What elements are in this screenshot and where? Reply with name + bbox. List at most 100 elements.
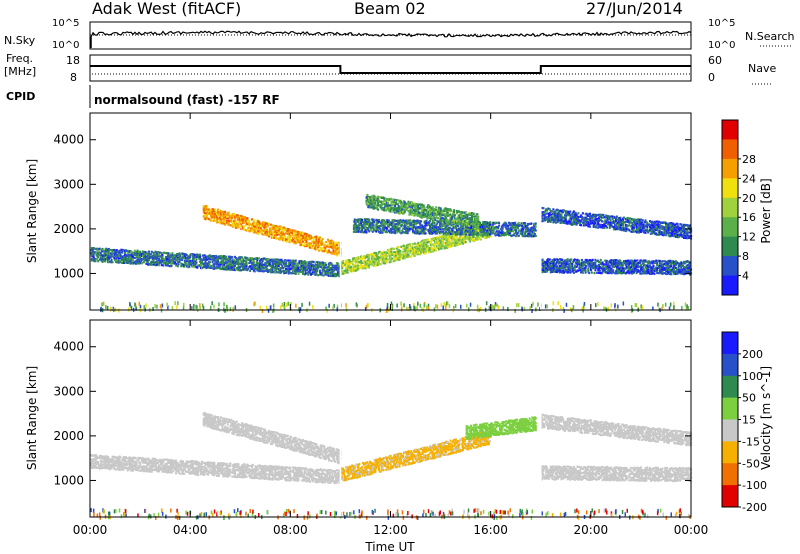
range-gate-cell bbox=[472, 235, 475, 238]
range-gate-cell bbox=[379, 231, 382, 234]
range-gate-cell bbox=[408, 221, 411, 225]
range-gate-cell bbox=[609, 221, 612, 224]
range-gate-cell bbox=[233, 224, 236, 227]
range-gate-cell bbox=[658, 227, 661, 230]
range-gate-cell bbox=[113, 257, 116, 260]
range-gate-cell bbox=[292, 268, 295, 271]
range-gate-cell bbox=[453, 209, 456, 212]
range-gate-cell bbox=[178, 260, 181, 263]
range-gate-cell bbox=[256, 269, 259, 272]
range-gate-cell bbox=[385, 259, 388, 262]
range-gate-cell bbox=[448, 237, 451, 240]
range-gate-cell bbox=[254, 267, 257, 270]
range-gate-cell bbox=[179, 258, 182, 261]
noise-left-tick-top: 10^5 bbox=[52, 18, 79, 29]
range-gate-cell bbox=[412, 243, 414, 246]
range-gate-cell bbox=[410, 223, 413, 226]
range-gate-cell bbox=[447, 232, 449, 235]
range-gate-cell bbox=[285, 262, 287, 265]
range-gate-cell bbox=[92, 253, 95, 256]
range-gate-cell bbox=[132, 259, 134, 262]
range-gate-cell bbox=[427, 238, 430, 241]
range-gate-cell bbox=[429, 215, 432, 218]
range-gate-cell bbox=[522, 235, 525, 238]
range-gate-cell bbox=[308, 234, 311, 237]
range-gate-cell bbox=[361, 267, 364, 270]
range-gate-cell bbox=[276, 258, 279, 261]
range-gate-cell bbox=[425, 221, 428, 224]
range-gate-cell bbox=[335, 247, 338, 251]
range-gate-cell bbox=[449, 235, 452, 238]
range-gate-cell bbox=[505, 222, 508, 225]
range-gate-cell bbox=[399, 250, 402, 253]
range-gate-cell bbox=[372, 218, 375, 221]
range-gate-cell bbox=[462, 242, 464, 245]
range-gate-cell bbox=[452, 232, 455, 235]
range-gate-cell bbox=[425, 219, 428, 222]
range-gate-cell bbox=[618, 222, 621, 225]
range-gate-cell bbox=[240, 262, 243, 265]
range-gate-cell bbox=[152, 251, 155, 254]
range-gate-cell bbox=[516, 231, 519, 235]
range-gate-cell bbox=[388, 249, 391, 252]
range-gate-cell bbox=[443, 245, 446, 248]
range-gate-cell bbox=[293, 272, 295, 275]
range-gate-cell bbox=[451, 227, 454, 230]
range-gate-cell bbox=[545, 262, 548, 265]
range-gate-cell bbox=[589, 222, 592, 225]
range-gate-cell bbox=[555, 212, 558, 215]
range-gate-cell bbox=[443, 242, 446, 245]
range-gate-cell bbox=[266, 228, 269, 231]
range-gate-cell bbox=[582, 220, 585, 223]
range-gate-cell bbox=[676, 234, 679, 237]
range-gate-cell bbox=[522, 228, 525, 231]
range-gate-cell bbox=[449, 222, 452, 225]
freq-label-line2: [MHz] bbox=[4, 65, 36, 78]
range-gate-cell bbox=[469, 229, 472, 232]
range-gate-cell bbox=[236, 258, 239, 261]
range-gate-cell bbox=[346, 271, 349, 274]
range-gate-cell bbox=[416, 245, 419, 248]
range-gate-cell bbox=[236, 214, 239, 217]
range-gate-cell bbox=[448, 233, 451, 236]
range-gate-cell bbox=[241, 217, 244, 220]
range-gate-cell bbox=[256, 221, 259, 224]
range-gate-cell bbox=[304, 272, 307, 275]
range-gate-cell bbox=[319, 273, 321, 276]
range-gate-cell bbox=[402, 231, 405, 234]
range-gate-cell bbox=[269, 229, 272, 232]
range-gate-cell bbox=[443, 238, 446, 241]
range-gate-cell bbox=[429, 209, 431, 212]
range-gate-cell bbox=[315, 273, 318, 276]
range-gate-cell bbox=[462, 220, 464, 223]
range-gate-cell bbox=[108, 255, 111, 258]
range-gate-cell bbox=[480, 228, 483, 231]
range-gate-cell bbox=[101, 250, 104, 253]
range-gate-cell bbox=[275, 235, 278, 238]
range-gate-cell bbox=[434, 247, 437, 250]
range-gate-cell bbox=[459, 242, 462, 245]
range-gate-cell bbox=[294, 233, 297, 236]
range-gate-cell bbox=[379, 229, 382, 232]
range-gate-cell bbox=[612, 217, 615, 220]
range-gate-cell bbox=[227, 223, 230, 226]
range-gate-cell bbox=[518, 224, 521, 227]
range-gate-cell bbox=[171, 252, 174, 255]
range-gate-cell bbox=[598, 218, 600, 221]
range-gate-cell bbox=[109, 256, 112, 259]
range-gate-cell bbox=[358, 224, 361, 227]
range-gate-cell bbox=[461, 233, 464, 236]
range-gate-cell bbox=[394, 223, 397, 226]
range-gate-cell bbox=[353, 220, 356, 223]
range-gate-cell bbox=[91, 248, 94, 251]
range-gate-cell bbox=[282, 237, 285, 240]
range-gate-cell bbox=[400, 225, 403, 228]
range-gate-cell bbox=[360, 220, 363, 223]
range-gate-cell bbox=[430, 247, 433, 250]
range-gate-cell bbox=[526, 224, 529, 227]
range-gate-cell bbox=[440, 227, 443, 230]
range-gate-cell bbox=[213, 259, 216, 262]
range-gate-cell bbox=[508, 233, 510, 236]
freq-trace bbox=[90, 65, 691, 74]
range-gate-cell bbox=[465, 221, 468, 224]
